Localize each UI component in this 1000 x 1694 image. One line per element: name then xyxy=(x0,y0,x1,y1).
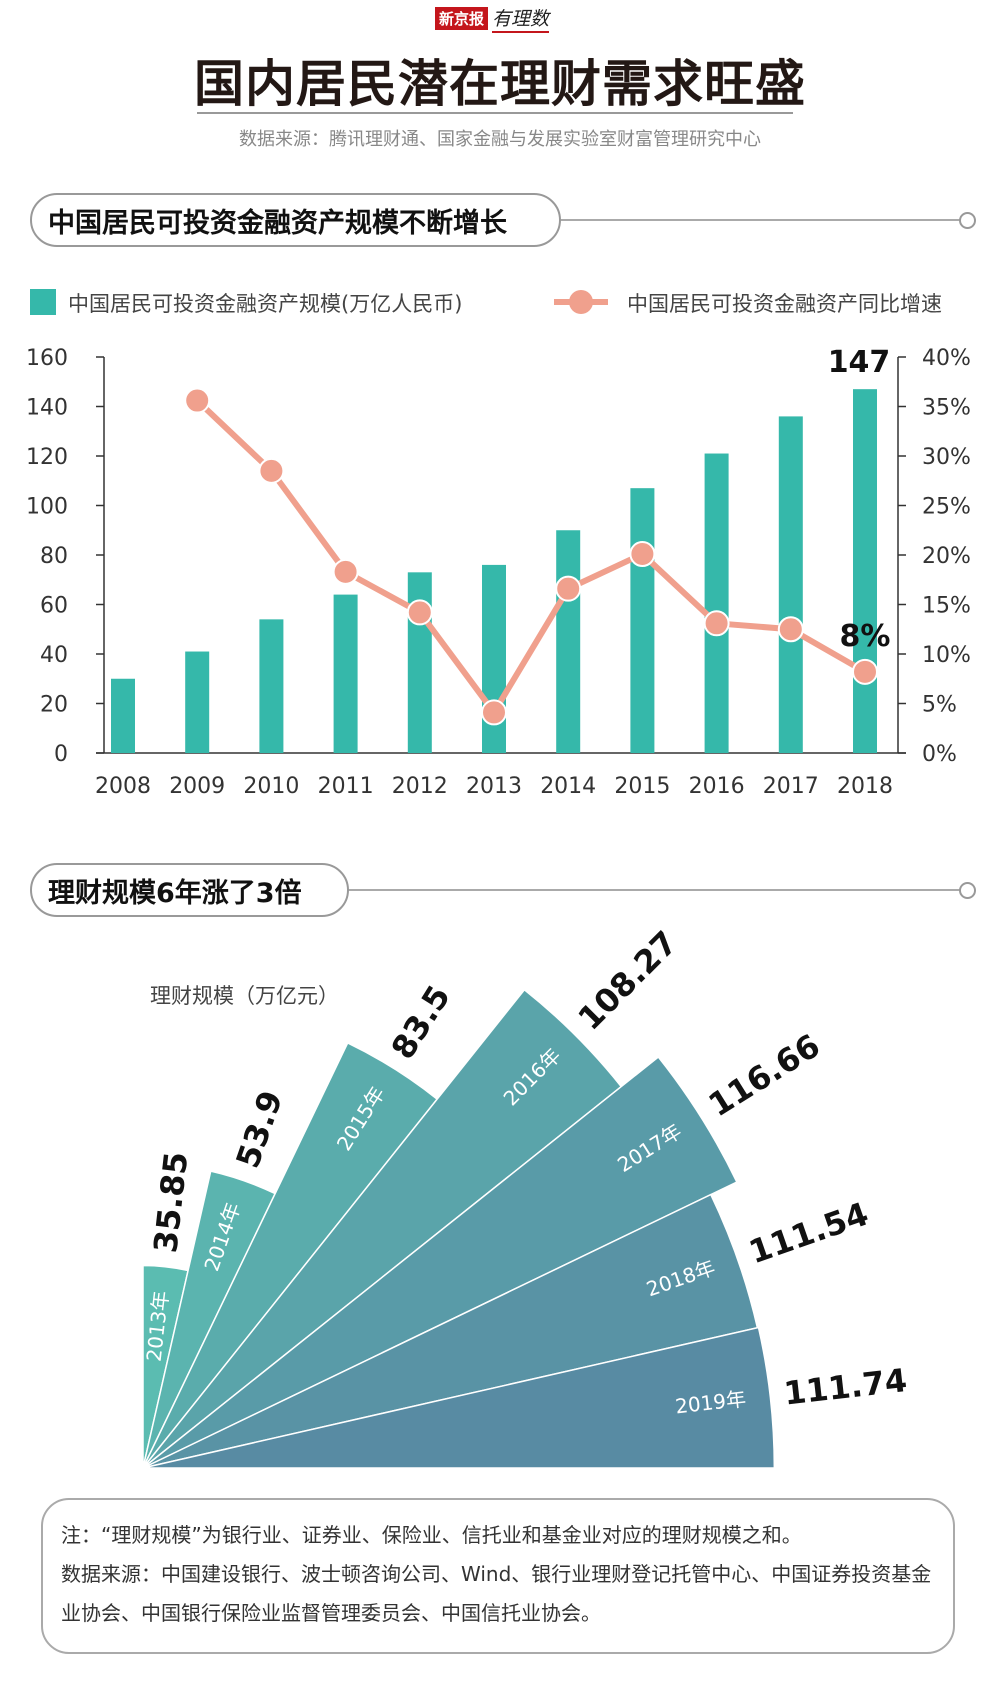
x-tick-label: 2008 xyxy=(95,774,151,799)
growth-point xyxy=(852,658,878,685)
fan-wedge xyxy=(142,1326,776,1469)
right-tick-label: 40% xyxy=(922,346,971,371)
growth-value-label: 8% xyxy=(840,619,891,654)
right-tick-label: 10% xyxy=(922,643,971,668)
growth-point xyxy=(703,610,730,637)
footer-note: 注：“理财规模”为银行业、证券业、保险业、信托业和基金业对应的理财规模之和。 xyxy=(61,1523,802,1547)
x-tick-label: 2013 xyxy=(466,774,522,799)
growth-point xyxy=(555,575,582,602)
wedge-value-label: 108.27 xyxy=(571,923,685,1037)
left-tick-label: 160 xyxy=(26,346,68,371)
left-tick-label: 60 xyxy=(40,594,68,619)
source-text: 数据来源：腾讯理财通、国家金融与发展实验室财富管理研究中心 xyxy=(239,129,761,150)
section1-line xyxy=(540,219,970,221)
bar xyxy=(630,488,655,753)
fan-chart-unit-label: 理财规模（万亿元） xyxy=(150,984,339,1008)
title-divider xyxy=(197,112,793,114)
right-tick-label: 30% xyxy=(922,445,971,470)
wedge-value-label: 116.66 xyxy=(702,1026,827,1124)
x-tick-label: 2014 xyxy=(540,774,596,799)
bar xyxy=(704,453,729,753)
right-tick-label: 25% xyxy=(922,495,971,520)
growth-point xyxy=(332,558,359,585)
section2-line xyxy=(330,889,970,891)
right-tick-label: 35% xyxy=(922,396,971,421)
section1-title: 中国居民可投资金融资产规模不断增长 xyxy=(30,193,561,247)
logo-brand: 新京报 xyxy=(435,6,489,30)
bar xyxy=(111,678,135,753)
bar-value-label: 147 xyxy=(828,345,891,380)
growth-point xyxy=(258,457,285,484)
left-tick-label: 80 xyxy=(40,544,68,569)
bar xyxy=(259,619,284,753)
x-tick-label: 2012 xyxy=(392,774,448,799)
bar xyxy=(778,416,803,753)
section1-title-text: 中国居民可投资金融资产规模不断增长 xyxy=(48,207,507,239)
right-tick-label: 20% xyxy=(922,544,971,569)
growth-point xyxy=(777,616,804,643)
growth-point xyxy=(629,541,656,568)
legend-bar-swatch-icon xyxy=(30,289,56,315)
section1-line-end-icon xyxy=(959,212,976,229)
growth-point xyxy=(481,699,507,726)
left-tick-label: 0 xyxy=(54,742,68,767)
left-tick-label: 20 xyxy=(40,693,68,718)
right-tick-label: 0% xyxy=(922,742,957,767)
footer-sources: 数据来源：中国建设银行、波士顿咨询公司、Wind、银行业理财登记托管中心、中国证… xyxy=(61,1562,932,1625)
bar xyxy=(853,389,877,753)
bar xyxy=(333,594,358,753)
wedge-value-label: 111.54 xyxy=(744,1195,873,1272)
bar xyxy=(185,651,210,753)
footer-note-box: 注：“理财规模”为银行业、证券业、保险业、信托业和基金业对应的理财规模之和。 数… xyxy=(41,1498,955,1654)
growth-line xyxy=(195,398,867,716)
x-tick-label: 2015 xyxy=(614,774,670,799)
section2-line-end-icon xyxy=(959,882,976,899)
section2-title-text: 理财规模6年涨了3倍 xyxy=(48,877,302,909)
legend-line-marker-icon xyxy=(569,290,593,314)
x-tick-label: 2011 xyxy=(318,774,374,799)
wedge-value-label: 53.9 xyxy=(228,1086,290,1173)
logo-sub: 有理数 xyxy=(492,4,550,33)
left-tick-label: 100 xyxy=(26,495,68,520)
growth-point xyxy=(406,599,433,626)
logo: 新京报 有理数 xyxy=(435,4,550,33)
x-tick-label: 2018 xyxy=(837,774,893,799)
x-tick-label: 2010 xyxy=(243,774,299,799)
wedge-value-label: 83.5 xyxy=(384,979,458,1066)
right-tick-label: 15% xyxy=(922,594,971,619)
x-tick-label: 2009 xyxy=(169,774,225,799)
left-tick-label: 120 xyxy=(26,445,68,470)
legend-bar-label: 中国居民可投资金融资产规模(万亿人民币) xyxy=(68,292,463,316)
x-tick-label: 2016 xyxy=(689,774,745,799)
growth-point xyxy=(184,387,211,414)
page-title: 国内居民潜在理财需求旺盛 xyxy=(194,55,806,113)
left-tick-label: 140 xyxy=(26,396,68,421)
left-tick-label: 40 xyxy=(40,643,68,668)
bar xyxy=(556,530,581,753)
right-tick-label: 5% xyxy=(922,693,957,718)
section2-title: 理财规模6年涨了3倍 xyxy=(30,863,349,917)
legend-line-label: 中国居民可投资金融资产同比增速 xyxy=(627,292,942,316)
fan-wedge xyxy=(142,1055,738,1469)
x-tick-label: 2017 xyxy=(763,774,819,799)
wedge-value-label: 111.74 xyxy=(782,1361,909,1413)
wedge-value-label: 35.85 xyxy=(146,1150,195,1255)
